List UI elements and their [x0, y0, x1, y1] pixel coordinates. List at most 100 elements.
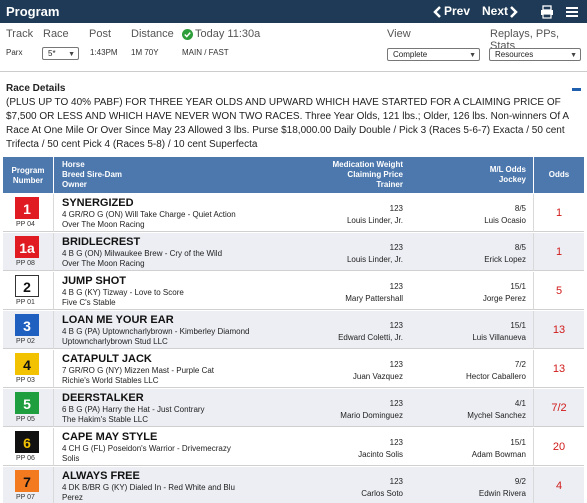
next-button[interactable]: Next: [482, 4, 509, 18]
horse-name[interactable]: DEERSTALKER: [62, 392, 144, 404]
column-divider: [53, 311, 54, 349]
owner: The Hakim's Stable LLC: [62, 415, 149, 424]
track-value: Parx: [6, 48, 23, 57]
chevron-right-icon[interactable]: [506, 5, 520, 19]
divider: [0, 71, 587, 72]
owner: Richie's World Stables LLC: [62, 376, 159, 385]
trainer: Louis Linder, Jr.: [346, 255, 403, 264]
header-text: Claiming Price: [347, 170, 403, 179]
resources-select[interactable]: Resources ▼: [489, 48, 581, 61]
ml-odds: 8/5: [514, 243, 526, 252]
column-divider: [533, 194, 534, 232]
chevron-down-icon: ▼: [570, 52, 577, 59]
header-text: Number: [12, 176, 44, 185]
jockey: Mychel Sanchez: [467, 411, 526, 420]
ml-odds: 15/1: [510, 282, 526, 291]
current-odds: 5: [555, 285, 563, 297]
ml-odds: 7/2: [514, 360, 526, 369]
ml-odds: 15/1: [510, 438, 526, 447]
post-time: 1:43PM: [90, 48, 118, 57]
column-divider: [533, 233, 534, 271]
program-number-badge: 7: [15, 470, 39, 492]
race-details-title: Race Details: [6, 83, 66, 94]
header-text: Breed Sire-Dam: [62, 170, 123, 179]
header-text: Program: [11, 166, 45, 175]
owner: Over The Moon Racing: [62, 259, 145, 268]
header-text: Medication Weight: [332, 160, 403, 169]
horse-header[interactable]: Horse Breed Sire-Dam Owner: [62, 160, 122, 190]
current-odds: 4: [555, 480, 563, 492]
table-row[interactable]: 1a PP 08 BRIDLECREST 4 B G (ON) Milwauke…: [3, 233, 584, 271]
trainer: Jacinto Solis: [358, 450, 403, 459]
breed-sire-dam: 4 B G (KY) Tizway - Love to Score: [62, 288, 184, 297]
program-number-badge: 5: [15, 392, 39, 414]
header-text: M/L Odds: [489, 165, 526, 174]
current-odds: 20: [552, 441, 566, 453]
column-divider: [533, 467, 534, 503]
view-select[interactable]: Complete ▼: [387, 48, 480, 61]
current-odds: 7/2: [551, 402, 567, 414]
collapse-icon[interactable]: [572, 88, 581, 91]
horse-name[interactable]: SYNERGIZED: [62, 197, 134, 209]
breed-sire-dam: 4 CH G (FL) Poseidon's Warrior - Driveme…: [62, 444, 231, 453]
post-position: PP 03: [16, 377, 35, 384]
post-position: PP 01: [16, 299, 35, 306]
post-position: PP 08: [16, 260, 35, 267]
table-row[interactable]: 1 PP 04 SYNERGIZED 4 GR/RO G (ON) Will T…: [3, 194, 584, 232]
column-divider: [533, 389, 534, 427]
weight: 123: [389, 399, 403, 408]
program-number-badge: 6: [15, 431, 39, 453]
horse-name[interactable]: JUMP SHOT: [62, 275, 126, 287]
page-title: Program: [6, 4, 60, 19]
column-divider: [53, 389, 54, 427]
print-icon[interactable]: [540, 5, 554, 19]
header-text: Owner: [62, 180, 87, 189]
table-row[interactable]: 5 PP 05 DEERSTALKER 6 B G (PA) Harry the…: [3, 389, 584, 427]
odds-header[interactable]: Odds: [548, 170, 570, 179]
program-number-badge: 3: [15, 314, 39, 336]
program-number-badge: 1: [15, 197, 39, 219]
track-label: Track: [6, 28, 34, 40]
trainer: Carlos Soto: [361, 489, 403, 498]
race-select[interactable]: 5* ▼: [42, 47, 79, 60]
list-icon[interactable]: [565, 5, 579, 19]
owner: Five C's Stable: [62, 298, 116, 307]
program-number-header[interactable]: Program Number: [6, 166, 50, 186]
jockey: Edwin Rivera: [478, 489, 526, 498]
table-row[interactable]: 2 PP 01 JUMP SHOT 4 B G (KY) Tizway - Lo…: [3, 272, 584, 310]
trainer: Juan Vazquez: [352, 372, 403, 381]
ml-odds-header[interactable]: M/L Odds Jockey: [443, 165, 526, 185]
current-odds: 1: [555, 207, 563, 219]
horse-name[interactable]: BRIDLECREST: [62, 236, 141, 248]
horse-name[interactable]: CATAPULT JACK: [62, 353, 152, 365]
horse-name[interactable]: ALWAYS FREE: [62, 470, 140, 482]
breed-sire-dam: 4 B G (ON) Milwaukee Brew - Cry of the W…: [62, 249, 223, 258]
chevron-down-icon: ▼: [469, 52, 476, 59]
prev-button[interactable]: Prev: [444, 4, 471, 18]
horse-name[interactable]: LOAN ME YOUR EAR: [62, 314, 174, 326]
breed-sire-dam: 6 B G (PA) Harry the Hat - Just Contrary: [62, 405, 205, 414]
horse-name[interactable]: CAPE MAY STYLE: [62, 431, 158, 443]
table-row[interactable]: 3 PP 02 LOAN ME YOUR EAR 4 B G (PA) Upto…: [3, 311, 584, 349]
medication-header[interactable]: Medication Weight Claiming Price Trainer: [303, 160, 403, 190]
jockey: Jorge Perez: [482, 294, 526, 303]
table-row[interactable]: 4 PP 03 CATAPULT JACK 7 GR/RO G (NY) Miz…: [3, 350, 584, 388]
column-divider: [53, 233, 54, 271]
chevron-left-icon[interactable]: [431, 5, 445, 19]
view-select-value: Complete: [393, 50, 428, 59]
current-odds: 13: [552, 324, 566, 336]
post-position: PP 05: [16, 416, 35, 423]
header-text: Trainer: [376, 180, 403, 189]
trainer: Louis Linder, Jr.: [346, 216, 403, 225]
race-label: Race: [43, 28, 69, 40]
table-row[interactable]: 7 PP 07 ALWAYS FREE 4 DK B/BR G (KY) Dia…: [3, 467, 584, 503]
weight: 123: [389, 477, 403, 486]
weight: 123: [389, 204, 403, 213]
owner: Uptowncharlybrown Stud LLC: [62, 337, 168, 346]
table-row[interactable]: 6 PP 06 CAPE MAY STYLE 4 CH G (FL) Posei…: [3, 428, 584, 466]
post-position: PP 06: [16, 455, 35, 462]
ml-odds: 8/5: [514, 204, 526, 213]
jockey: Erick Lopez: [484, 255, 526, 264]
column-divider: [53, 194, 54, 232]
entries-table-header: Program Number Horse Breed Sire-Dam Owne…: [3, 157, 584, 193]
